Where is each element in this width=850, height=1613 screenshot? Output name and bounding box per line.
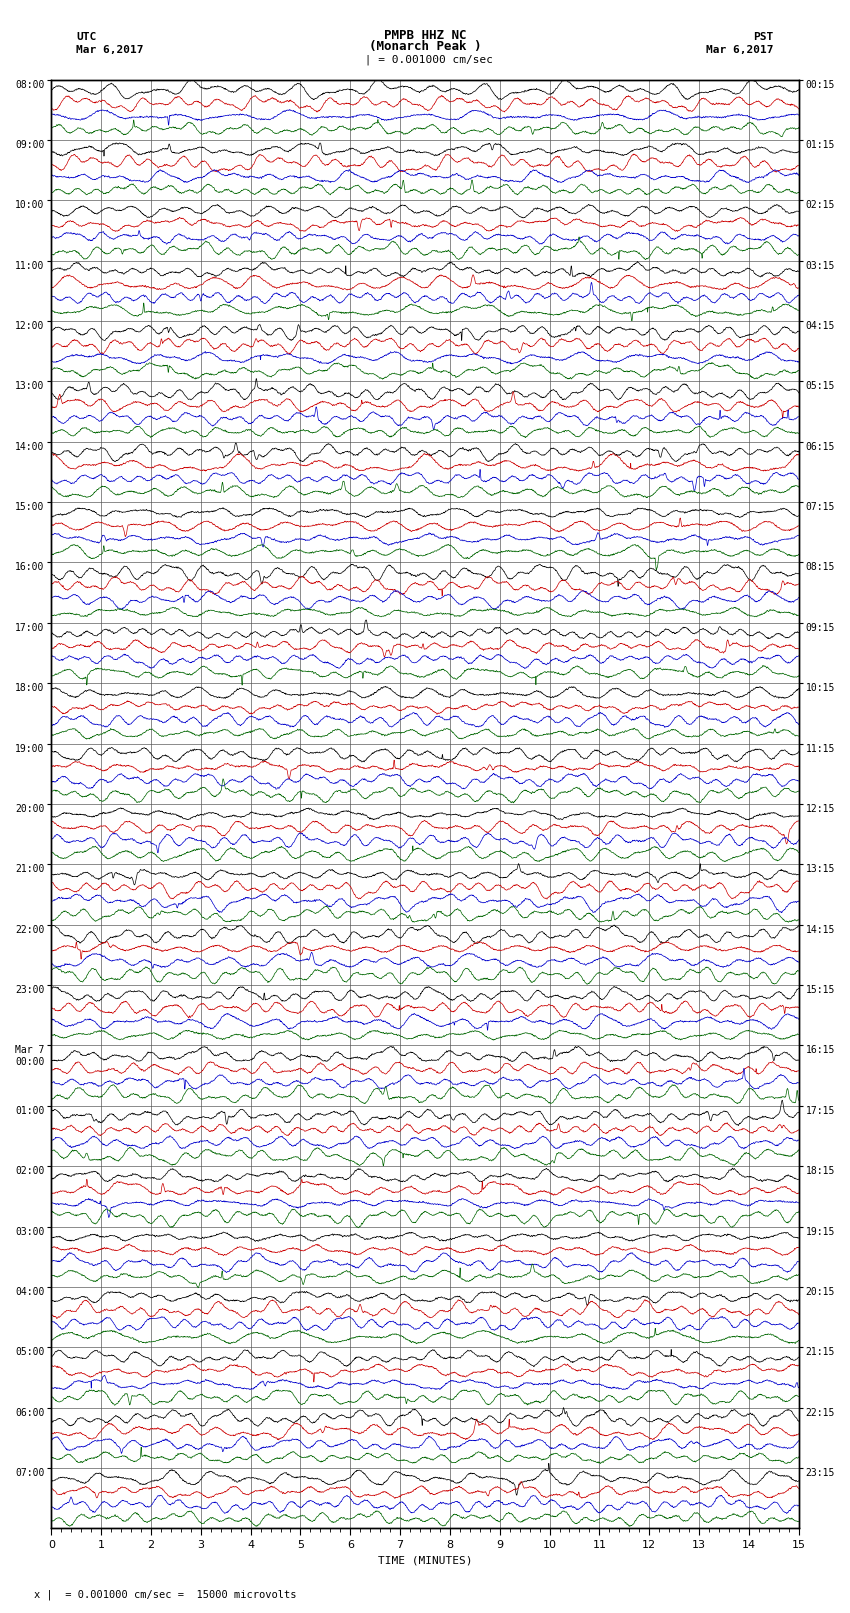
Text: PST: PST	[753, 32, 774, 42]
Text: PMPB HHZ NC: PMPB HHZ NC	[383, 29, 467, 42]
Text: x |  = 0.001000 cm/sec =  15000 microvolts: x | = 0.001000 cm/sec = 15000 microvolts	[34, 1589, 297, 1600]
Text: | = 0.001000 cm/sec: | = 0.001000 cm/sec	[358, 53, 492, 65]
Text: Mar 6,2017: Mar 6,2017	[706, 45, 774, 55]
X-axis label: TIME (MINUTES): TIME (MINUTES)	[377, 1557, 473, 1566]
Text: Mar 6,2017: Mar 6,2017	[76, 45, 144, 55]
Text: UTC: UTC	[76, 32, 97, 42]
Text: (Monarch Peak ): (Monarch Peak )	[369, 40, 481, 53]
